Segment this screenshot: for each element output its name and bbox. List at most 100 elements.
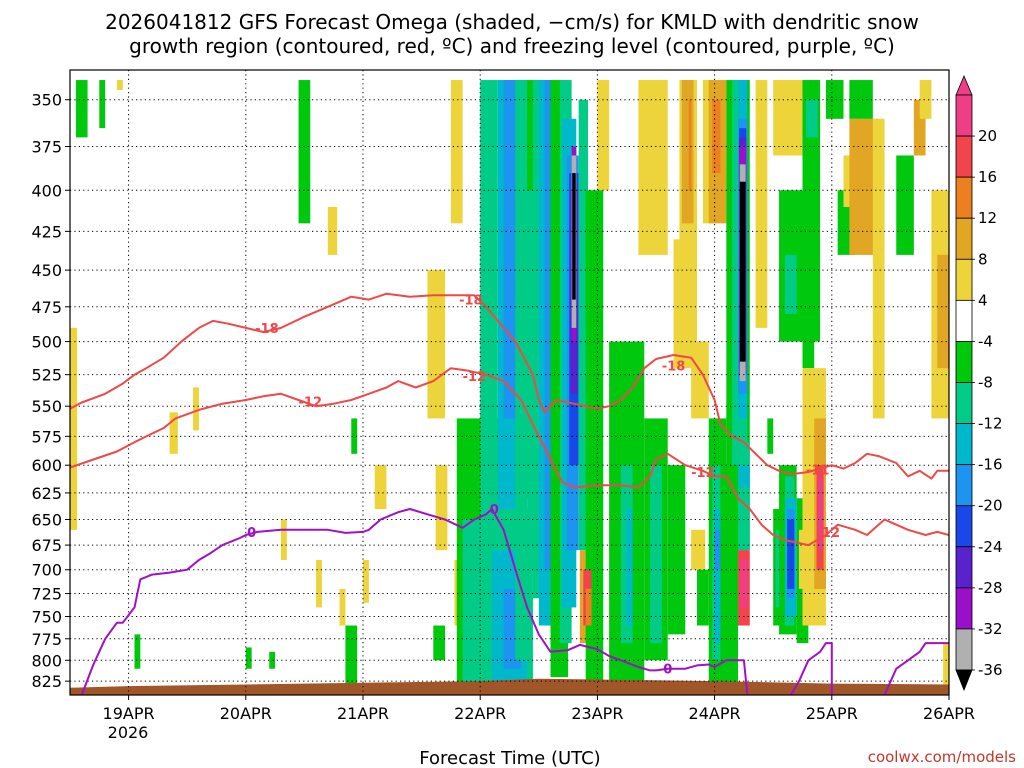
omega-cell xyxy=(806,99,818,138)
omega-cell xyxy=(825,80,844,119)
omega-cell xyxy=(99,80,106,129)
omega-cell xyxy=(937,254,949,369)
omega-cell xyxy=(787,519,795,589)
contour-label: -12 xyxy=(817,526,841,541)
colorbar-swatch xyxy=(955,505,973,548)
omega-cell xyxy=(480,80,498,509)
y-tick-label: 725 xyxy=(31,585,62,604)
omega-cell xyxy=(638,80,668,255)
omega-cell xyxy=(919,80,932,119)
colorbar-swatch xyxy=(955,628,973,671)
freezing-level-contour xyxy=(789,642,833,695)
colorbar-swatch xyxy=(955,423,973,466)
y-tick-label: 750 xyxy=(31,608,62,627)
omega-cell xyxy=(712,99,721,174)
omega-cell xyxy=(739,181,746,362)
terrain-surface xyxy=(70,678,949,695)
colorbar-top-triangle xyxy=(955,74,973,96)
colorbar-swatch xyxy=(955,587,973,630)
colorbar-label: 8 xyxy=(978,250,988,268)
x-tick-label: 20APR xyxy=(220,704,272,723)
omega-cell xyxy=(740,559,748,608)
temperature-contours: -18 -18 -18 -11 -12 -12 -12 -12 0 0 0 xyxy=(70,292,949,695)
contour-label: -12 xyxy=(691,466,715,481)
omega-cell xyxy=(269,651,276,669)
omega-cell xyxy=(116,80,123,90)
omega-cell xyxy=(667,465,686,635)
y-tick-label: 575 xyxy=(31,427,62,446)
omega-cell xyxy=(597,80,610,191)
omega-cell xyxy=(169,412,178,454)
contour-label: -18 xyxy=(662,360,686,375)
contour-label: -11 xyxy=(806,464,830,479)
colorbar-label: -24 xyxy=(978,538,1003,556)
omega-cell xyxy=(527,190,537,570)
omega-cell xyxy=(697,569,709,626)
omega-cell xyxy=(626,508,633,626)
omega-cell xyxy=(943,643,949,686)
omega-cell xyxy=(327,207,338,255)
colorbar-swatch xyxy=(955,176,973,219)
omega-cell xyxy=(714,529,721,570)
y-tick-label: 675 xyxy=(31,536,62,555)
omega-cell xyxy=(316,559,322,608)
omega-cell xyxy=(245,647,252,669)
y-tick-label: 550 xyxy=(31,397,62,416)
omega-cell xyxy=(913,99,926,156)
colorbar-label: 12 xyxy=(978,209,997,227)
colorbar-swatch xyxy=(955,94,973,137)
x-tick-label: 24APR xyxy=(689,704,741,723)
omega-cell xyxy=(193,387,199,431)
omega-cell xyxy=(691,341,709,419)
omega-cell xyxy=(817,476,824,551)
omega-cell xyxy=(363,559,369,603)
x-axis: 19APR 20APR 21APR 22APR 23APR 24APR 25APR 26APR xyxy=(103,695,975,723)
contour-label: 0 xyxy=(490,503,499,518)
y-tick-label: 500 xyxy=(31,333,62,352)
dendritic-contour xyxy=(70,367,949,547)
omega-cell xyxy=(427,270,446,419)
colorbar-swatch xyxy=(955,464,973,507)
contour-label: 0 xyxy=(247,526,256,541)
y-tick-label: 475 xyxy=(31,298,62,317)
y-tick-label: 825 xyxy=(31,672,62,691)
colorbar-swatch xyxy=(955,258,973,301)
y-tick-label: 450 xyxy=(31,261,62,280)
omega-cell xyxy=(872,254,885,419)
contour-label: -12 xyxy=(463,370,487,385)
colorbar-label: 16 xyxy=(978,168,997,186)
omega-cell xyxy=(544,80,553,570)
omega-cell xyxy=(585,588,592,626)
omega-cell xyxy=(738,442,750,551)
terrain-fill xyxy=(70,678,949,695)
omega-cell xyxy=(345,625,358,686)
colorbar-bottom-triangle xyxy=(955,669,973,692)
omega-cell xyxy=(515,80,528,661)
omega-cell xyxy=(585,190,604,686)
x-tick-label: 23APR xyxy=(571,704,623,723)
omega-cell xyxy=(75,80,88,138)
omega-cell xyxy=(688,99,692,191)
y-tick-label: 650 xyxy=(31,510,62,529)
y-tick-label: 700 xyxy=(31,561,62,580)
omega-cell xyxy=(714,508,721,644)
y-tick-label: 800 xyxy=(31,651,62,670)
omega-cell xyxy=(849,80,873,119)
omega-cell xyxy=(784,254,797,314)
omega-cell xyxy=(351,418,358,454)
omega-cell xyxy=(681,80,694,224)
y-tick-label: 775 xyxy=(31,630,62,649)
chart-title-line-2: growth region (contoured, red, ºC) and f… xyxy=(129,34,895,58)
freezing-level-contour xyxy=(883,642,949,695)
omega-cell xyxy=(738,465,750,488)
omega-cell xyxy=(691,529,706,570)
colorbar-label: 4 xyxy=(978,291,988,309)
y-tick-label: 400 xyxy=(31,181,62,200)
x-tick-label: 21APR xyxy=(337,704,389,723)
colorbar-swatch xyxy=(955,217,973,260)
omega-cell xyxy=(802,80,821,342)
x-tick-label: 19APR xyxy=(103,704,155,723)
chart-title-line-1: 2026041812 GFS Forecast Omega (shaded, −… xyxy=(105,10,919,34)
y-axis: 350 375 400 425 450 475 500 525 550 575 600 625 650 6… xyxy=(31,91,70,691)
